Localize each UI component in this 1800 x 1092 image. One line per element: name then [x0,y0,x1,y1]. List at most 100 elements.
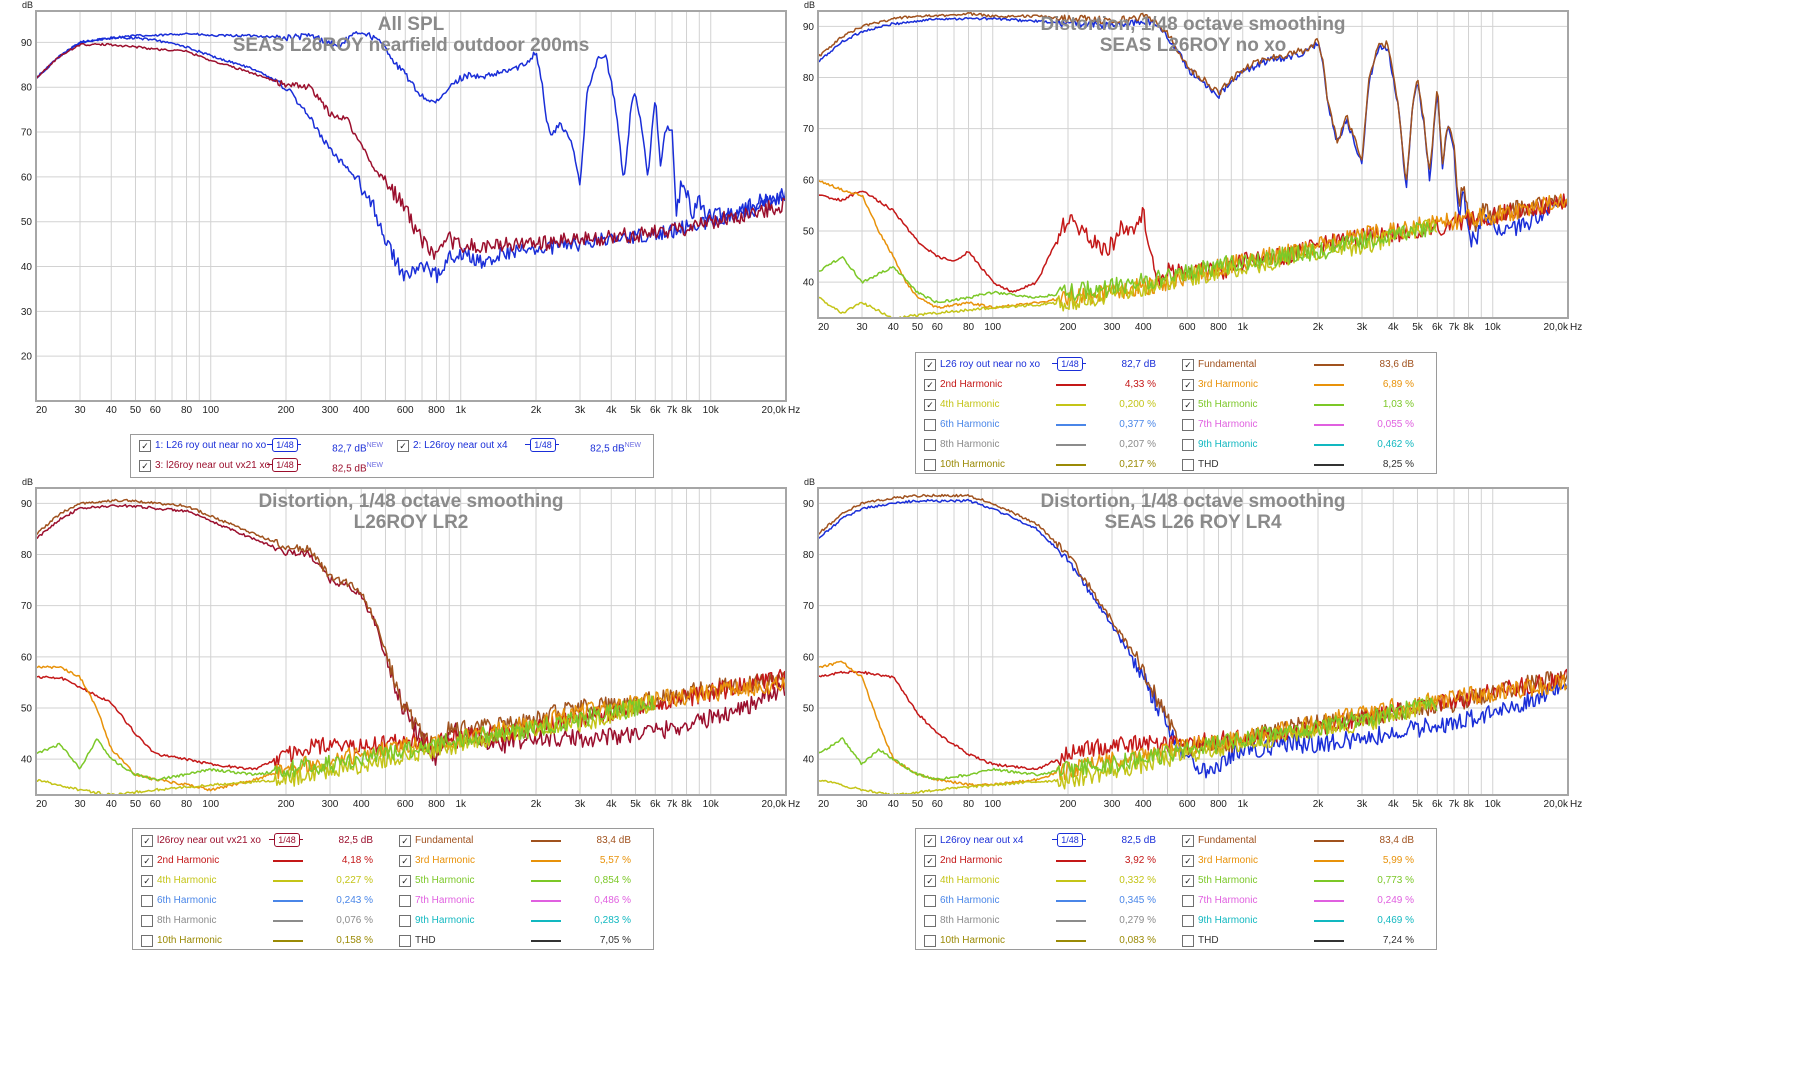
legend-item: ✓ 5th Harmonic 0,773 % [1182,874,1432,888]
noxo-xtick-label: 5k [1412,322,1424,333]
noxo-xtick-label: 50 [912,322,924,333]
legend-item: ✓ 2nd Harmonic 4,18 % [141,854,391,868]
legend-checkbox[interactable] [141,895,153,907]
lr2-xtick-label: 800 [428,799,445,810]
noxo-xtick-label: 100 [984,322,1001,333]
lr2-xtick-label: 10k [703,799,720,810]
legend-checkbox[interactable]: ✓ [399,855,411,867]
spl-xtick-label: 4k [606,405,618,416]
legend-value: 0,158 % [336,935,373,946]
legend-checkbox[interactable]: ✓ [924,835,936,847]
legend-value: 83,4 dB [596,835,631,846]
legend-swatch [1314,424,1344,426]
spl-xtick-label: 400 [353,405,370,416]
legend-label: 5th Harmonic [415,875,475,886]
smoothing-badge[interactable]: 1/48 [272,438,298,452]
series-line-4th-harmonic [818,695,1438,795]
legend-swatch [1314,364,1344,366]
legend-checkbox[interactable] [924,895,936,907]
lr2-xtick-label: 5k [630,799,642,810]
smoothing-badge[interactable]: 1/48 [1057,833,1083,847]
legend-checkbox[interactable]: ✓ [924,379,936,391]
lr2-xtick-label: 2k [531,799,543,810]
legend-checkbox[interactable]: ✓ [924,855,936,867]
series-line-fundamental [818,11,1568,233]
legend-item: ✓ 4th Harmonic 0,200 % [924,398,1174,412]
legend-checkbox[interactable]: ✓ [139,460,151,472]
legend-value: 0,377 % [1119,419,1156,430]
legend-checkbox[interactable] [399,915,411,927]
legend-checkbox[interactable]: ✓ [1182,855,1194,867]
smoothing-badge[interactable]: 1/48 [530,438,556,452]
legend-item: 7th Harmonic 0,055 % [1182,418,1432,432]
legend-checkbox[interactable]: ✓ [1182,875,1194,887]
legend-checkbox[interactable]: ✓ [924,359,936,371]
legend-checkbox[interactable] [1182,419,1194,431]
legend-checkbox[interactable] [1182,895,1194,907]
legend-checkbox[interactable]: ✓ [397,440,409,452]
lr4-grid [817,488,1569,795]
legend-checkbox[interactable] [141,915,153,927]
legend-checkbox[interactable]: ✓ [141,855,153,867]
legend-checkbox[interactable] [1182,459,1194,471]
spl-xtick-label: 6k [650,405,662,416]
legend-checkbox[interactable] [1182,935,1194,947]
smoothing-badge[interactable]: 1/48 [1057,357,1083,371]
noxo-xtick-label: 200 [1060,322,1077,333]
legend-value: 0,854 % [594,875,631,886]
spl-ytick-label: 60 [21,172,33,183]
smoothing-badge[interactable]: 1/48 [272,458,298,472]
legend-item: 7th Harmonic 0,486 % [399,894,649,908]
series-line-2-l26roy-near-out-x4 [36,36,786,284]
legend-label: 10th Harmonic [940,935,1006,946]
legend-value: 0,243 % [336,895,373,906]
legend-value: 0,486 % [594,895,631,906]
legend-checkbox[interactable] [1182,439,1194,451]
legend-checkbox[interactable]: ✓ [1182,399,1194,411]
legend-item: 8th Harmonic 0,279 % [924,914,1174,928]
legend-checkbox[interactable]: ✓ [141,875,153,887]
legend-checkbox[interactable] [924,459,936,471]
legend-item: THD 8,25 % [1182,458,1432,472]
legend-checkbox[interactable]: ✓ [1182,835,1194,847]
lr2-xtick-label: 8k [681,799,693,810]
noxo-xtick-label: 80 [963,322,975,333]
legend-checkbox[interactable]: ✓ [1182,359,1194,371]
legend-checkbox[interactable] [924,419,936,431]
legend-value: 4,33 % [1124,379,1156,390]
legend-swatch [273,860,303,862]
legend-checkbox[interactable]: ✓ [924,875,936,887]
legend-item: 9th Harmonic 0,283 % [399,914,649,928]
legend-checkbox[interactable] [1182,915,1194,927]
spl-title-line: All SPL [378,14,445,35]
legend-checkbox[interactable] [141,935,153,947]
legend-label: THD [415,935,436,946]
legend-value: 0,462 % [1377,439,1414,450]
legend-checkbox[interactable]: ✓ [924,399,936,411]
legend-checkbox[interactable] [399,935,411,947]
legend-item: THD 7,05 % [399,934,649,948]
legend-checkbox[interactable]: ✓ [1182,379,1194,391]
lr2-xtick-label: 40 [106,799,118,810]
legend-label: 5th Harmonic [1198,875,1258,886]
legend-checkbox[interactable] [924,439,936,451]
legend-checkbox[interactable]: ✓ [399,835,411,847]
lr2-xtick-label: 1k [455,799,467,810]
legend-checkbox[interactable] [924,935,936,947]
legend-checkbox[interactable]: ✓ [139,440,151,452]
legend-value: 6,89 % [1382,379,1414,390]
noxo-xtick-label: 30 [856,322,868,333]
noxo-xtick-label: 300 [1104,322,1121,333]
smoothing-badge[interactable]: 1/48 [274,833,300,847]
legend-item: ✓ Fundamental 83,4 dB [399,834,649,848]
legend-checkbox[interactable] [924,915,936,927]
spl-xtick-label: 20 [36,405,48,416]
spl-xtick-label: 8k [681,405,693,416]
legend-item: 6th Harmonic 0,243 % [141,894,391,908]
noxo-ytick-label: 80 [803,73,815,84]
legend-checkbox[interactable]: ✓ [399,875,411,887]
legend-checkbox[interactable] [399,895,411,907]
legend-checkbox[interactable]: ✓ [141,835,153,847]
legend-value: 82,5 dB [1121,835,1156,846]
noxo-xtick-label: 60 [932,322,944,333]
